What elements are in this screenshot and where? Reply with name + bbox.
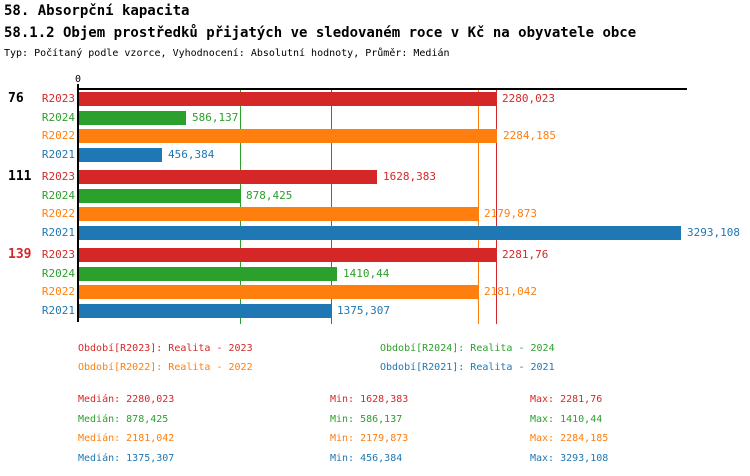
- bar-year-label: R2023: [41, 248, 75, 261]
- stat-max-r2023: Max: 2281,76: [530, 394, 603, 405]
- y-axis-line: [77, 84, 79, 322]
- group-label: 111: [8, 169, 32, 184]
- stat-min-r2021: Min: 456,384: [330, 453, 403, 464]
- bar-value-label: 2280,023: [502, 92, 555, 105]
- bar-year-label: R2024: [41, 267, 75, 280]
- stat-max-r2024: Max: 1410,44: [530, 414, 603, 425]
- legend-item-r2023: Období[R2023]: Realita - 2023: [78, 343, 253, 354]
- bar-year-label: R2022: [41, 129, 75, 142]
- stat-min-r2023: Min: 1628,383: [330, 394, 409, 405]
- bar-r2024: [79, 111, 186, 125]
- bar-value-label: 2181,042: [484, 285, 537, 298]
- bar-r2023: [79, 248, 496, 262]
- bar-r2022: [79, 285, 478, 299]
- legend-item-r2021: Období[R2021]: Realita - 2021: [380, 362, 555, 373]
- bar-year-label: R2023: [41, 92, 75, 105]
- legend-item-r2024: Období[R2024]: Realita - 2024: [380, 343, 555, 354]
- bar-year-label: R2021: [41, 148, 75, 161]
- bar-year-label: R2024: [41, 111, 75, 124]
- median-line-r2022: [478, 90, 479, 324]
- chart-meta-info: Typ: Počítaný podle vzorce, Vyhodnocení:…: [4, 48, 450, 59]
- axis-zero-label: 0: [75, 74, 82, 85]
- plot-area: 0 76 R2023 2280,023 R2024 586,137 R2022 2284,18…: [8, 74, 740, 324]
- bar-r2024: [79, 267, 337, 281]
- bar-r2024: [79, 189, 240, 203]
- stat-median-r2021: Medián: 1375,307: [78, 453, 175, 464]
- bar-value-label: 586,137: [192, 111, 239, 124]
- bar-year-label: R2022: [41, 285, 75, 298]
- bar-value-label: 1628,383: [383, 170, 436, 183]
- x-axis-line: [77, 88, 687, 90]
- group-label: 139: [8, 247, 32, 262]
- group-label: 76: [8, 91, 24, 106]
- bar-year-label: R2021: [41, 226, 75, 239]
- stat-median-r2024: Medián: 878,425: [78, 414, 169, 425]
- stat-min-r2022: Min: 2179,873: [330, 433, 409, 444]
- legend-item-r2022: Období[R2022]: Realita - 2022: [78, 362, 253, 373]
- bar-r2023: [79, 170, 377, 184]
- bar-r2022: [79, 207, 478, 221]
- bar-value-label: 2179,873: [484, 207, 537, 220]
- bar-value-label: 1410,44: [343, 267, 390, 280]
- stat-min-r2024: Min: 586,137: [330, 414, 403, 425]
- bar-year-label: R2023: [41, 170, 75, 183]
- bar-value-label: 2284,185: [503, 129, 556, 142]
- bar-r2021: [79, 148, 162, 162]
- bar-value-label: 2281,76: [502, 248, 549, 261]
- bar-value-label: 878,425: [246, 189, 293, 202]
- bar-value-label: 456,384: [168, 148, 215, 161]
- median-line-r2023: [496, 90, 497, 324]
- bar-value-label: 1375,307: [337, 304, 390, 317]
- bar-r2023: [79, 92, 496, 106]
- stat-max-r2021: Max: 3293,108: [530, 453, 609, 464]
- bar-r2022: [79, 129, 497, 143]
- chart-title: 58.1.2 Objem prostředků přijatých ve sle…: [4, 25, 637, 41]
- bar-r2021: [79, 304, 331, 318]
- stat-max-r2022: Max: 2284,185: [530, 433, 609, 444]
- bar-year-label: R2022: [41, 207, 75, 220]
- bar-r2021: [79, 226, 681, 240]
- bar-value-label: 3293,108: [687, 226, 740, 239]
- stat-median-r2023: Medián: 2280,023: [78, 394, 175, 405]
- bar-year-label: R2021: [41, 304, 75, 317]
- stat-median-r2022: Medián: 2181,042: [78, 433, 175, 444]
- page-title: 58. Absorpční kapacita: [4, 3, 190, 19]
- bar-year-label: R2024: [41, 189, 75, 202]
